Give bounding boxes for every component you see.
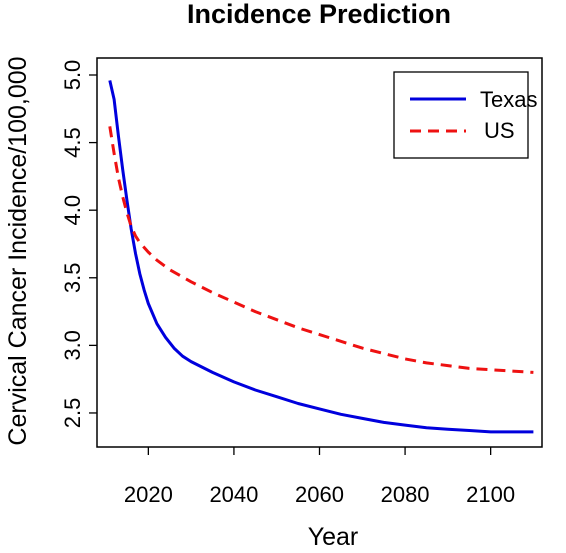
series-line-texas: [108, 80, 534, 434]
x-tick-label: 2080: [381, 482, 430, 507]
x-tick-label: 2040: [209, 482, 258, 507]
x-axis: 2020 2040 2060 2080 2100: [124, 447, 515, 507]
legend-label-texas: Texas: [480, 87, 537, 112]
chart-title: Incidence Prediction: [187, 0, 451, 29]
y-tick-label: 5.0: [60, 60, 85, 91]
y-axis-label: Cervical Cancer Incidence/100,000: [4, 56, 32, 445]
x-axis-label: Year: [308, 523, 359, 548]
legend-box: [393, 71, 529, 159]
series-layer: [108, 80, 534, 434]
legend: Texas US: [393, 71, 537, 159]
x-tick-label: 2020: [124, 482, 173, 507]
y-axis: 2.5 3.0 3.5 4.0 4.5 5.0: [60, 60, 97, 429]
series-line-us: [108, 126, 534, 374]
y-tick-label: 4.0: [60, 195, 85, 226]
y-tick-label: 2.5: [60, 398, 85, 429]
y-tick-label: 3.5: [60, 262, 85, 293]
x-tick-label: 2100: [466, 482, 515, 507]
x-tick-label: 2060: [295, 482, 344, 507]
y-tick-label: 4.5: [60, 127, 85, 158]
y-tick-label: 3.0: [60, 330, 85, 361]
legend-label-us: US: [484, 118, 515, 143]
